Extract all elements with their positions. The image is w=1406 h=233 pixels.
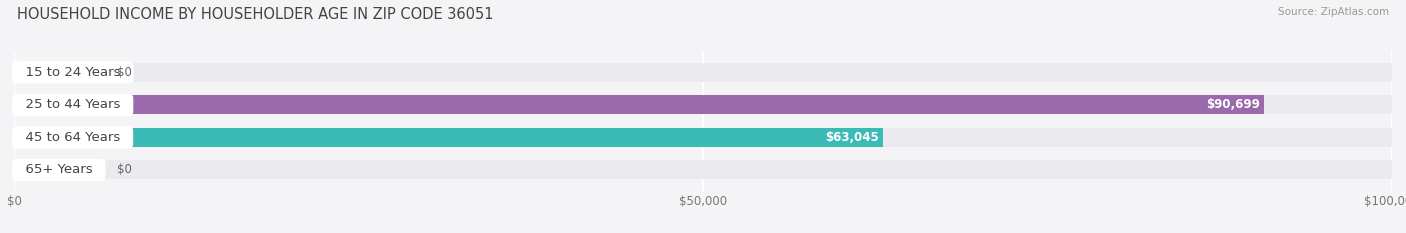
Text: 15 to 24 Years: 15 to 24 Years — [17, 66, 129, 79]
Bar — [14, 161, 1392, 179]
Bar — [14, 128, 1392, 147]
Bar — [14, 161, 35, 179]
Bar — [14, 96, 1264, 114]
Bar — [14, 63, 35, 82]
Text: HOUSEHOLD INCOME BY HOUSEHOLDER AGE IN ZIP CODE 36051: HOUSEHOLD INCOME BY HOUSEHOLDER AGE IN Z… — [17, 7, 494, 22]
Text: 65+ Years: 65+ Years — [17, 163, 101, 176]
Text: $90,699: $90,699 — [1206, 98, 1260, 111]
Text: Source: ZipAtlas.com: Source: ZipAtlas.com — [1278, 7, 1389, 17]
Bar — [14, 96, 1392, 114]
Text: $0: $0 — [118, 66, 132, 79]
Text: 45 to 64 Years: 45 to 64 Years — [17, 131, 128, 144]
Bar — [14, 63, 1392, 82]
Text: 25 to 44 Years: 25 to 44 Years — [17, 98, 129, 111]
Bar — [14, 128, 883, 147]
Text: $63,045: $63,045 — [825, 131, 879, 144]
Text: $0: $0 — [118, 163, 132, 176]
